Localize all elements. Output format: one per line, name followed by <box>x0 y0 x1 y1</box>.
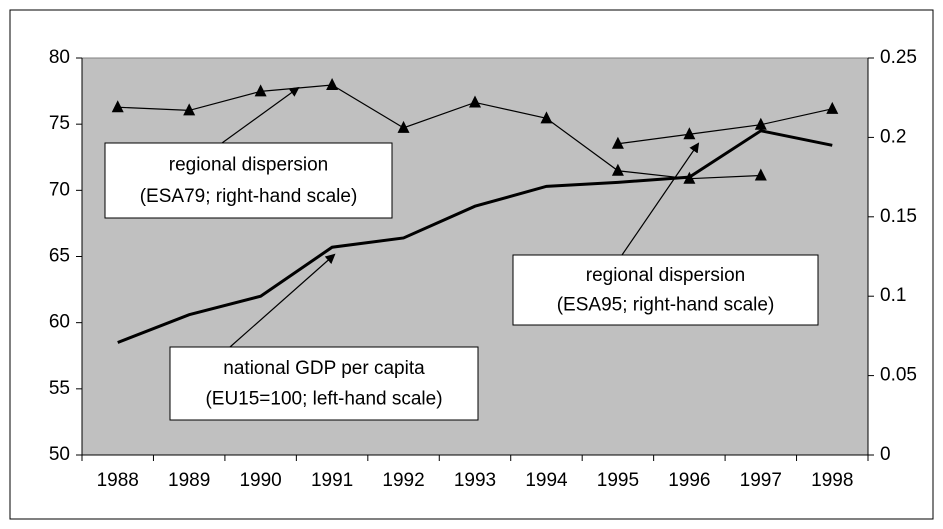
x-tick-label: 1989 <box>168 470 210 491</box>
annotation-box <box>512 254 819 326</box>
annotation-text: national GDP per capita <box>223 358 425 379</box>
marker <box>469 95 481 108</box>
annotation-text: regional dispersion <box>169 155 329 176</box>
marker <box>397 120 410 133</box>
y2-tick-label: 0 <box>880 444 891 465</box>
annotation-arrow <box>221 86 300 144</box>
marker <box>111 100 124 113</box>
marker <box>683 127 696 140</box>
x-tick-label: 1988 <box>97 470 139 491</box>
y-tick-label: 60 <box>49 312 70 333</box>
x-tick-label: 1994 <box>525 470 568 491</box>
annotation-arrow <box>621 142 700 256</box>
y-tick-label: 80 <box>49 47 70 68</box>
x-tick-label: 1993 <box>454 470 496 491</box>
series-line <box>117 129 833 344</box>
annotation-text: (ESA95; right-hand scale) <box>557 294 775 315</box>
x-tick-label: 1998 <box>811 470 853 491</box>
y-tick-label: 65 <box>49 246 70 267</box>
marker <box>326 77 339 90</box>
y2-tick-label: 0.1 <box>880 285 906 306</box>
y-tick-label: 50 <box>49 444 70 465</box>
series-line <box>117 84 761 180</box>
marker <box>254 84 267 97</box>
y2-tick-label: 0.15 <box>880 206 917 227</box>
marker <box>683 171 696 184</box>
y2-tick-label: 0.05 <box>880 365 917 386</box>
x-tick-label: 1997 <box>740 470 782 491</box>
annotation-box <box>104 142 393 219</box>
x-tick-label: 1991 <box>311 470 353 491</box>
y-tick-label: 75 <box>49 113 70 134</box>
annotation-arrow <box>229 253 336 348</box>
x-tick-label: 1992 <box>382 470 424 491</box>
annotation-box <box>169 346 479 421</box>
marker <box>611 136 624 149</box>
marker <box>754 117 767 130</box>
marker <box>826 101 839 114</box>
series-line <box>617 108 833 145</box>
marker <box>611 163 624 176</box>
y2-tick-label: 0.25 <box>880 47 917 68</box>
annotation-text: (ESA79; right-hand scale) <box>140 186 358 207</box>
marker <box>754 168 767 181</box>
x-tick-label: 1996 <box>668 470 710 491</box>
marker <box>183 103 196 116</box>
marker <box>540 111 553 124</box>
annotation-text: (EU15=100; left-hand scale) <box>205 389 442 410</box>
y-tick-label: 70 <box>49 179 70 200</box>
y-tick-label: 55 <box>49 378 70 399</box>
x-tick-label: 1990 <box>239 470 281 491</box>
y2-tick-label: 0.2 <box>880 126 906 147</box>
x-tick-label: 1995 <box>597 470 639 491</box>
annotation-text: regional dispersion <box>586 265 746 286</box>
